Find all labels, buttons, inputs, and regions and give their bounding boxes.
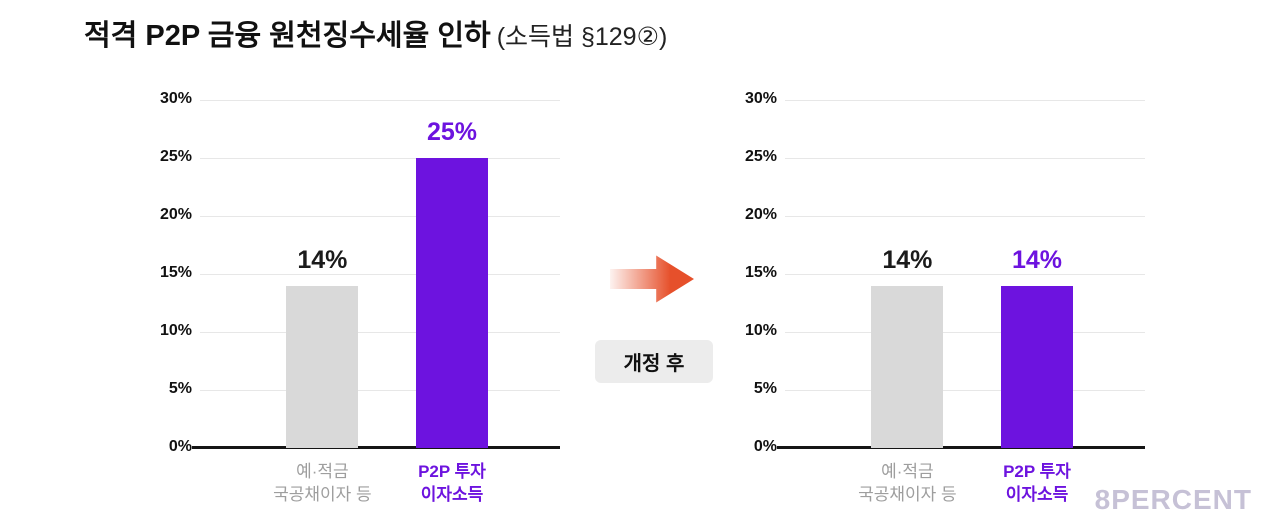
bar-category-label: 예·적금 국공채이자 등 [273,462,372,504]
gridline [200,157,560,159]
y-tick-label: 15% [159,264,192,281]
gridline [200,389,560,391]
y-tick-label: 5% [753,380,777,397]
x-axis-line [192,446,560,449]
watermark-logo: 8PERCENT [1094,484,1252,515]
gridline [785,157,1145,159]
bar-value-label: 14% [882,245,933,274]
bar [1001,285,1073,448]
gridline [785,273,1145,275]
y-tick-label: 15% [744,264,777,281]
bar-value-label: 25% [426,118,478,146]
page-title-sub: (소득법 §129②) [496,23,668,51]
page-title-main: 적격 P2P 금융 원천징수세율 인하 [84,20,491,52]
gridline [200,331,560,333]
gridline [785,331,1145,333]
x-axis-line [777,446,1145,449]
bar-value-label: 14% [297,245,348,274]
chart-before: 14% 예·적금 국공채이자 등 25% P2P 투자 이자소득 0% 5% 10% 15% 20%… [148,90,560,520]
y-tick-label: 10% [744,322,777,339]
arrow-right-icon [610,255,694,303]
gridline [785,215,1145,217]
y-tick-label: 10% [159,322,192,339]
y-tick-label: 30% [744,90,777,107]
bar [416,158,488,448]
y-tick-label: 5% [168,380,192,397]
chart-after: 14% 예·적금 국공채이자 등 14% P2P 투자 이자소득 0% 5% 10% 15% 20%… [733,90,1145,520]
y-tick-label: 25% [159,148,192,165]
gridline [200,215,560,217]
bar-category-label: 예·적금 국공채이자 등 [858,462,957,504]
bar [286,285,359,448]
y-tick-label: 0% [753,438,777,455]
gridline [785,389,1145,391]
y-tick-label: 20% [159,206,192,223]
plot-area: 14% 예·적금 국공채이자 등 14% P2P 투자 이자소득 [777,99,1145,504]
y-tick-label: 0% [168,438,192,455]
bar-category-label: P2P 투자 이자소득 [1003,462,1071,504]
y-tick-label: 25% [744,148,777,165]
y-tick-label: 20% [744,206,777,223]
bar-value-label: 14% [1011,245,1063,274]
gridline [200,99,560,101]
y-tick-label: 30% [159,90,192,107]
gridline [200,273,560,275]
after-badge: 개정 후 [595,340,713,383]
bar-category-label: P2P 투자 이자소득 [418,462,486,504]
gridline [785,99,1145,101]
page-title: 적격 P2P 금융 원천징수세율 인하 (소득법 §129②) [84,12,667,54]
bar [871,285,944,448]
plot-area: 14% 예·적금 국공채이자 등 25% P2P 투자 이자소득 [192,99,560,504]
